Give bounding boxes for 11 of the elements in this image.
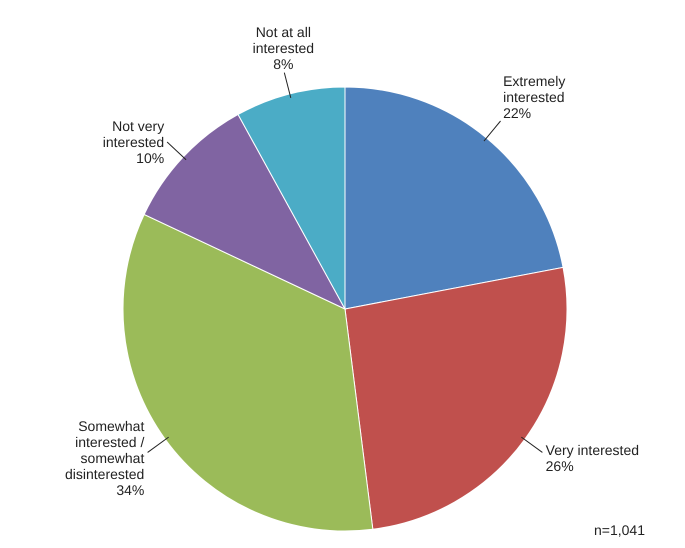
data-label: 22% [503, 104, 532, 121]
data-label: 10% [136, 150, 164, 166]
data-label: 34% [116, 482, 144, 498]
slice-label: Not at all interested [252, 24, 314, 56]
slice-label: Extremely interested [503, 72, 566, 105]
data-label: 26% [546, 458, 574, 474]
slice-label: Very interested [546, 442, 640, 458]
text: n=1,041 [594, 522, 645, 538]
data-label: 8% [273, 56, 294, 72]
slice-label: Not very interested [102, 118, 164, 150]
slice-label: Somewhat interested / somewhat disinterested [64, 418, 144, 482]
